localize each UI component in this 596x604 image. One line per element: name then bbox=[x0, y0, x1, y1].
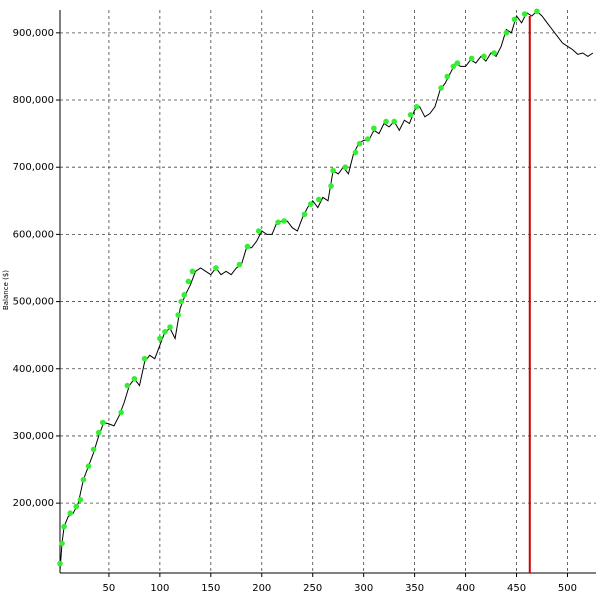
x-tick-label: 400 bbox=[456, 583, 475, 594]
high-marker bbox=[189, 268, 196, 275]
high-marker bbox=[213, 265, 219, 271]
x-tick-label: 250 bbox=[303, 583, 322, 594]
y-axis-label: Balance ($) bbox=[2, 270, 10, 310]
high-marker bbox=[281, 218, 287, 224]
high-marker bbox=[236, 261, 243, 268]
x-tick-label: 500 bbox=[558, 583, 577, 594]
high-marker bbox=[90, 446, 97, 453]
y-tick-label: 600,000 bbox=[13, 229, 54, 240]
high-marker bbox=[454, 60, 461, 66]
y-tick-label: 400,000 bbox=[13, 364, 54, 375]
high-marker bbox=[95, 429, 102, 436]
high-marker bbox=[141, 355, 148, 362]
high-marker bbox=[59, 540, 65, 547]
high-marker bbox=[391, 118, 398, 125]
y-tick-label: 300,000 bbox=[13, 431, 54, 442]
y-tick-label: 900,000 bbox=[13, 28, 54, 39]
high-marker bbox=[157, 335, 163, 342]
high-marker bbox=[383, 118, 389, 125]
high-marker bbox=[57, 560, 63, 567]
high-marker bbox=[407, 112, 414, 118]
high-marker bbox=[450, 63, 457, 70]
high-marker bbox=[124, 382, 131, 389]
high-marker bbox=[162, 329, 168, 335]
high-marker bbox=[61, 523, 67, 530]
high-marker bbox=[364, 136, 371, 142]
high-marker bbox=[185, 278, 192, 285]
high-marker bbox=[131, 376, 138, 382]
x-tick-label: 300 bbox=[354, 583, 373, 594]
x-tick-label: 450 bbox=[507, 583, 526, 594]
high-marker bbox=[99, 419, 106, 426]
x-tick-label: 50 bbox=[103, 583, 116, 594]
high-marker bbox=[342, 164, 349, 171]
high-marker bbox=[181, 292, 188, 298]
x-tick-label: 150 bbox=[201, 583, 220, 594]
high-marker bbox=[178, 298, 185, 305]
high-marker bbox=[175, 312, 182, 318]
high-marker bbox=[328, 183, 334, 189]
y-tick-label: 200,000 bbox=[13, 498, 54, 509]
high-marker bbox=[307, 201, 314, 207]
high-marker bbox=[85, 463, 92, 469]
x-tick-label: 100 bbox=[150, 583, 169, 594]
high-marker bbox=[80, 476, 87, 483]
high-marker bbox=[352, 149, 359, 156]
high-marker bbox=[330, 167, 336, 174]
high-marker bbox=[244, 243, 251, 250]
equity-line bbox=[59, 10, 594, 571]
x-tick-label: 350 bbox=[405, 583, 424, 594]
high-marker bbox=[77, 496, 84, 503]
y-tick-label: 700,000 bbox=[13, 162, 54, 173]
x-tick-label: 200 bbox=[252, 583, 271, 594]
high-marker bbox=[511, 16, 518, 23]
high-marker bbox=[481, 53, 487, 60]
high-marker bbox=[521, 11, 528, 17]
y-tick-label: 800,000 bbox=[13, 95, 54, 106]
high-marker bbox=[491, 50, 497, 56]
high-marker bbox=[316, 196, 322, 203]
high-marker bbox=[503, 30, 510, 36]
high-marker bbox=[413, 103, 420, 110]
high-marker bbox=[371, 125, 377, 132]
high-marker bbox=[438, 85, 444, 91]
high-marker bbox=[444, 73, 451, 80]
high-marker bbox=[255, 228, 262, 234]
high-marker bbox=[275, 219, 281, 226]
high-marker bbox=[534, 8, 540, 15]
high-marker bbox=[73, 503, 80, 510]
high-marker bbox=[118, 409, 124, 416]
high-marker bbox=[167, 324, 173, 330]
high-marker bbox=[356, 140, 363, 147]
high-marker bbox=[468, 55, 475, 62]
high-marker bbox=[301, 211, 308, 218]
y-tick-label: 500,000 bbox=[13, 297, 54, 308]
high-marker bbox=[67, 510, 73, 517]
